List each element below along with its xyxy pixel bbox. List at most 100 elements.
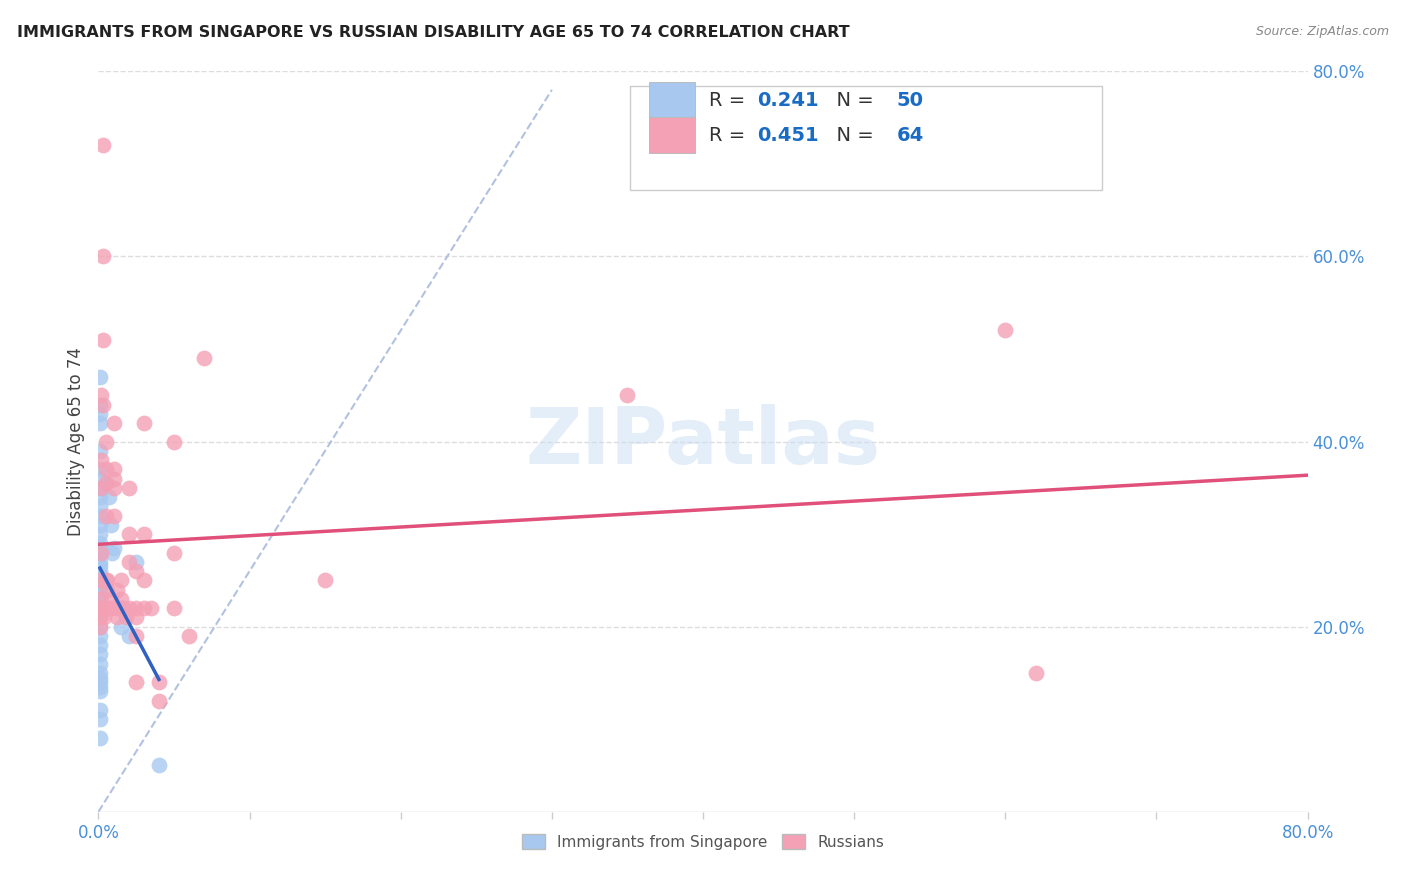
Text: ZIPatlas: ZIPatlas (526, 403, 880, 480)
Point (89, 703, 111, 717)
Point (89, 508, 111, 523)
Point (103, 508, 125, 523)
Point (89, 536, 111, 550)
Point (105, 601, 128, 615)
Point (89, 671, 111, 685)
Point (94, 462, 117, 476)
Text: R =: R = (709, 126, 752, 145)
Point (89, 472, 111, 486)
Point (141, 601, 163, 615)
Point (89, 675, 111, 690)
Point (125, 610, 148, 624)
Point (89, 568, 111, 582)
Point (89, 582, 111, 597)
Point (89, 541, 111, 555)
Point (89, 591, 111, 606)
Point (90, 453, 112, 467)
Point (89, 684, 111, 698)
Point (118, 481, 141, 495)
Point (163, 601, 186, 615)
Point (89, 680, 111, 694)
Point (163, 545, 186, 560)
Point (125, 675, 148, 690)
Point (89, 407, 111, 421)
Point (94, 434, 117, 449)
Point (91, 138, 114, 153)
Point (89, 610, 111, 624)
Point (93, 601, 115, 615)
Point (89, 601, 111, 615)
Point (125, 629, 148, 643)
Text: 0.451: 0.451 (758, 126, 820, 145)
Point (89, 731, 111, 745)
Point (89, 578, 111, 592)
Point (89, 398, 111, 412)
Point (94, 476, 117, 491)
Point (94, 476, 117, 491)
Point (94, 601, 117, 615)
Point (89, 527, 111, 541)
Text: N =: N = (824, 91, 880, 110)
Point (118, 527, 141, 541)
Point (93, 610, 115, 624)
Point (114, 610, 136, 624)
Point (96, 582, 118, 597)
Point (89, 574, 111, 588)
Y-axis label: Disability Age 65 to 74: Disability Age 65 to 74 (66, 347, 84, 536)
Point (90, 481, 112, 495)
Point (148, 758, 170, 772)
Point (89, 629, 111, 643)
Point (89, 587, 111, 601)
Point (100, 591, 122, 606)
Point (125, 555, 148, 569)
Point (89, 500, 111, 514)
Point (132, 416, 155, 430)
Point (148, 694, 170, 708)
Point (89, 564, 111, 578)
Text: 50: 50 (897, 91, 924, 110)
Text: Source: ZipAtlas.com: Source: ZipAtlas.com (1256, 25, 1389, 38)
Point (89, 597, 111, 611)
Point (125, 601, 148, 615)
Point (90, 388, 112, 402)
Point (110, 619, 132, 633)
Point (994, 324, 1017, 338)
Point (89, 610, 111, 624)
Point (103, 416, 125, 430)
Point (105, 582, 128, 597)
Point (89, 559, 111, 574)
Point (103, 481, 125, 495)
Point (616, 388, 638, 402)
Bar (648, 117, 695, 153)
Point (110, 601, 132, 615)
Point (118, 601, 141, 615)
Point (105, 610, 128, 624)
Point (163, 434, 186, 449)
Point (89, 517, 111, 532)
Point (89, 574, 111, 588)
Point (103, 462, 125, 476)
Point (100, 517, 122, 532)
Point (89, 591, 111, 606)
Point (94, 574, 117, 588)
Point (132, 574, 155, 588)
Point (89, 648, 111, 662)
Point (148, 675, 170, 690)
Point (89, 490, 111, 504)
Point (91, 398, 114, 412)
Legend: Immigrants from Singapore, Russians: Immigrants from Singapore, Russians (516, 828, 890, 856)
Point (94, 508, 117, 523)
Point (103, 541, 125, 555)
Point (91, 333, 114, 347)
Point (179, 629, 201, 643)
Point (89, 601, 111, 615)
Point (89, 462, 111, 476)
Point (89, 416, 111, 430)
Point (125, 564, 148, 578)
Point (90, 545, 112, 560)
Point (132, 601, 155, 615)
Point (89, 657, 111, 671)
Point (193, 351, 215, 366)
Point (98, 490, 121, 504)
Point (91, 250, 114, 264)
